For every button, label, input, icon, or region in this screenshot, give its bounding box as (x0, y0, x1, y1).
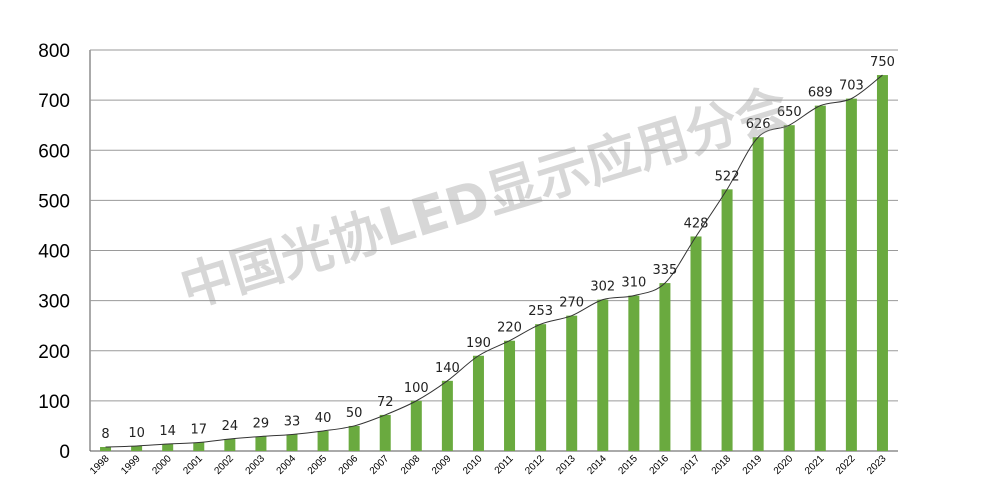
x-tick-label: 2016 (648, 453, 672, 477)
bar (317, 430, 329, 451)
y-tick-label: 100 (38, 392, 70, 413)
x-tick-label: 2012 (523, 453, 547, 477)
x-tick-label: 2004 (275, 453, 299, 477)
x-tick-label: 2018 (710, 453, 734, 477)
x-tick-label: 2007 (368, 453, 392, 477)
x-tick-label: 1999 (119, 453, 143, 477)
bar (876, 75, 888, 451)
x-tick-label: 2001 (181, 453, 205, 477)
x-tick-label: 1998 (88, 453, 112, 477)
data-label: 50 (346, 406, 363, 421)
bar (752, 137, 764, 451)
data-label: 220 (497, 321, 522, 336)
y-tick-label: 500 (38, 191, 70, 212)
data-label: 29 (253, 416, 270, 431)
bar (286, 434, 298, 451)
bar (441, 380, 453, 451)
data-label: 8 (101, 427, 109, 442)
data-label: 428 (684, 216, 709, 231)
bar (472, 355, 484, 451)
data-label: 253 (528, 304, 553, 319)
bar (348, 425, 360, 451)
bar (628, 295, 640, 451)
x-tick-label: 2008 (399, 453, 423, 477)
bar (193, 442, 205, 451)
x-tick-label: 2017 (679, 453, 703, 477)
x-tick-label: 2021 (803, 453, 827, 477)
bar (100, 446, 112, 451)
data-label: 17 (190, 422, 207, 437)
bar (224, 438, 236, 451)
bar (845, 98, 857, 451)
y-tick-label: 200 (38, 342, 70, 363)
data-labels: 8 10 14 17 24 29 33 40 50 72 100 140 190 220 253 270 302… (101, 55, 894, 442)
data-label: 522 (715, 169, 740, 184)
bar (504, 340, 516, 451)
data-label: 270 (559, 296, 584, 311)
y-tick-label: 700 (38, 91, 70, 112)
bar (535, 324, 547, 451)
data-label: 703 (839, 79, 864, 94)
data-label: 14 (159, 424, 176, 439)
y-tick-label: 300 (38, 292, 70, 313)
bar (690, 236, 702, 451)
x-tick-label: 2002 (212, 453, 236, 477)
x-tick-label: 2023 (865, 453, 889, 477)
x-tick-label: 2013 (554, 453, 578, 477)
y-tick-label: 600 (38, 141, 70, 162)
trend-line-path (105, 74, 883, 448)
y-tick-label: 400 (38, 242, 70, 263)
y-axis-ticks: 0 100 200 300 400 500 600 700 800 (38, 41, 70, 463)
x-tick-label: 2006 (337, 453, 361, 477)
y-tick-label: 0 (59, 442, 70, 463)
bars (100, 75, 888, 452)
data-label: 33 (284, 414, 301, 429)
trend-line (105, 74, 883, 448)
bar (659, 283, 671, 451)
data-label: 650 (777, 105, 802, 120)
bar (566, 315, 578, 451)
x-tick-label: 2009 (430, 453, 454, 477)
bar (410, 400, 422, 451)
x-tick-label: 2005 (306, 453, 330, 477)
data-label: 190 (466, 336, 491, 351)
x-tick-label: 2020 (772, 453, 796, 477)
x-axis-ticks: 1998 1999 2000 2001 2002 2003 2004 2005 2006 2007… (88, 453, 889, 477)
x-tick-label: 2019 (741, 453, 765, 477)
x-tick-label: 2014 (585, 453, 609, 477)
x-tick-label: 2000 (150, 453, 174, 477)
x-tick-label: 2022 (834, 453, 858, 477)
bar (814, 105, 826, 452)
data-label: 100 (404, 381, 429, 396)
bar (783, 125, 795, 451)
bar (131, 445, 143, 451)
x-tick-label: 2015 (616, 453, 640, 477)
data-label: 72 (377, 395, 394, 410)
data-label: 10 (128, 426, 145, 441)
bar (597, 299, 609, 451)
y-tick-label: 800 (38, 41, 70, 62)
x-tick-label: 2003 (244, 453, 268, 477)
data-label: 140 (435, 361, 460, 376)
data-label: 310 (621, 276, 646, 291)
data-label: 750 (870, 55, 895, 70)
data-label: 24 (222, 419, 239, 434)
bar (379, 414, 391, 451)
data-label: 626 (746, 117, 771, 132)
x-tick-label: 2011 (493, 453, 516, 476)
data-label: 40 (315, 411, 332, 426)
bar (255, 436, 267, 451)
data-label: 302 (590, 280, 615, 295)
data-label: 689 (808, 86, 833, 101)
bar (162, 443, 174, 451)
data-label: 335 (653, 263, 678, 278)
x-tick-label: 2010 (461, 453, 485, 477)
bar (721, 189, 733, 451)
